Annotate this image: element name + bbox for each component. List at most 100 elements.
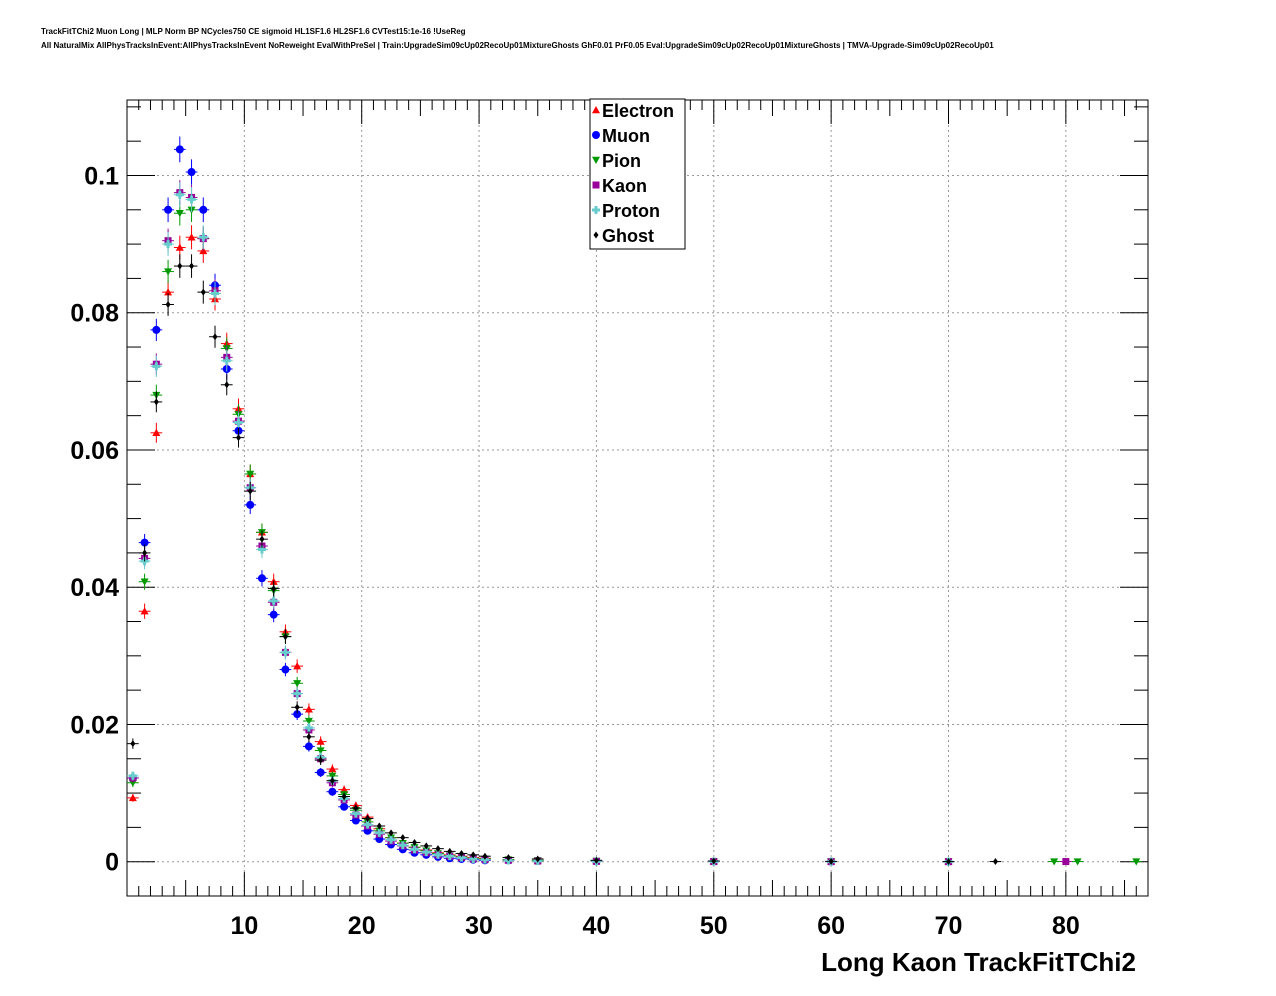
data-point	[447, 847, 453, 855]
data-point	[398, 841, 407, 850]
x-tick-label: 10	[230, 912, 258, 940]
legend-label: Pion	[602, 151, 641, 171]
data-point	[1132, 858, 1141, 866]
x-tick-label: 50	[700, 912, 728, 940]
series-ghost	[127, 254, 1002, 866]
data-point	[271, 585, 277, 593]
data-point	[282, 633, 288, 641]
data-point	[365, 814, 371, 822]
data-point	[457, 853, 466, 862]
data-point	[316, 737, 325, 745]
data-point	[340, 785, 349, 793]
data-point	[247, 487, 253, 495]
data-point	[153, 398, 159, 406]
y-tick-label: 0.04	[70, 574, 119, 602]
data-point	[130, 740, 136, 748]
data-point	[234, 418, 243, 427]
data-point	[293, 680, 302, 688]
data-point	[376, 822, 382, 830]
data-point	[445, 852, 454, 861]
data-point	[388, 829, 394, 837]
legend-marker	[593, 231, 599, 239]
data-point	[318, 756, 324, 764]
data-point	[140, 578, 149, 586]
data-point	[351, 809, 360, 818]
data-point	[505, 854, 511, 862]
data-point	[259, 535, 265, 543]
data-point	[293, 710, 302, 719]
data-point	[400, 834, 406, 842]
x-tick-label: 80	[1052, 912, 1080, 940]
data-point	[164, 205, 173, 214]
series-electron	[127, 225, 955, 865]
data-point	[246, 470, 255, 478]
data-point	[992, 858, 998, 866]
data-point	[340, 802, 349, 811]
x-tick-label: 30	[465, 912, 493, 940]
data-point	[412, 838, 418, 846]
data-point	[1073, 858, 1082, 866]
data-point	[165, 300, 171, 308]
data-point	[200, 288, 206, 296]
data-point	[422, 848, 431, 857]
data-point	[469, 854, 478, 863]
data-point	[304, 705, 313, 713]
data-point	[535, 855, 541, 863]
data-point	[187, 195, 196, 204]
legend-label: Proton	[602, 201, 660, 221]
data-point	[152, 428, 161, 437]
series-pion	[127, 197, 1143, 866]
data-marks	[127, 136, 1143, 866]
data-point	[329, 777, 335, 785]
data-point	[152, 325, 161, 334]
data-point	[316, 768, 325, 777]
data-point	[175, 243, 184, 251]
data-point	[187, 233, 196, 241]
data-point	[945, 858, 951, 866]
data-point	[187, 168, 196, 177]
data-point	[306, 733, 312, 741]
legend-marker	[592, 106, 600, 114]
data-point	[375, 828, 384, 837]
legend-label: Kaon	[602, 176, 647, 196]
data-point	[177, 262, 183, 270]
data-point	[363, 820, 372, 829]
data-point	[175, 190, 184, 199]
data-point	[269, 596, 278, 605]
data-point	[410, 845, 419, 854]
data-point	[433, 850, 442, 859]
data-point	[189, 262, 195, 270]
x-tick-label: 70	[935, 912, 963, 940]
series-muon	[127, 136, 955, 866]
legend-label: Electron	[602, 101, 674, 121]
data-point	[304, 742, 313, 751]
x-tick-label: 40	[583, 912, 611, 940]
data-point	[246, 500, 255, 509]
legend-label: Ghost	[602, 226, 654, 246]
data-point	[164, 288, 173, 296]
axis-ticks: 10 20 30 40 50 60 70 80 0 0.02 0.04 0.06 0.08 0.1	[70, 100, 1148, 940]
legend-box	[589, 98, 686, 250]
data-point	[304, 723, 313, 732]
data-point	[293, 662, 302, 670]
data-point	[353, 804, 359, 812]
data-point	[199, 233, 208, 242]
data-point	[435, 845, 441, 853]
y-tick-label: 0.02	[70, 711, 119, 739]
y-tick-label: 0.08	[70, 300, 119, 328]
data-point	[140, 538, 149, 547]
legend-marker	[592, 131, 600, 139]
data-point	[328, 787, 337, 796]
data-point	[328, 765, 337, 773]
y-tick-label: 0.06	[70, 437, 119, 465]
data-point	[423, 842, 429, 850]
legend-marker	[592, 206, 600, 214]
data-point	[235, 434, 241, 442]
data-point	[269, 610, 278, 619]
data-point	[164, 268, 173, 276]
data-point	[593, 856, 599, 864]
data-point	[140, 607, 149, 615]
data-point	[257, 574, 266, 583]
data-point	[328, 772, 337, 780]
